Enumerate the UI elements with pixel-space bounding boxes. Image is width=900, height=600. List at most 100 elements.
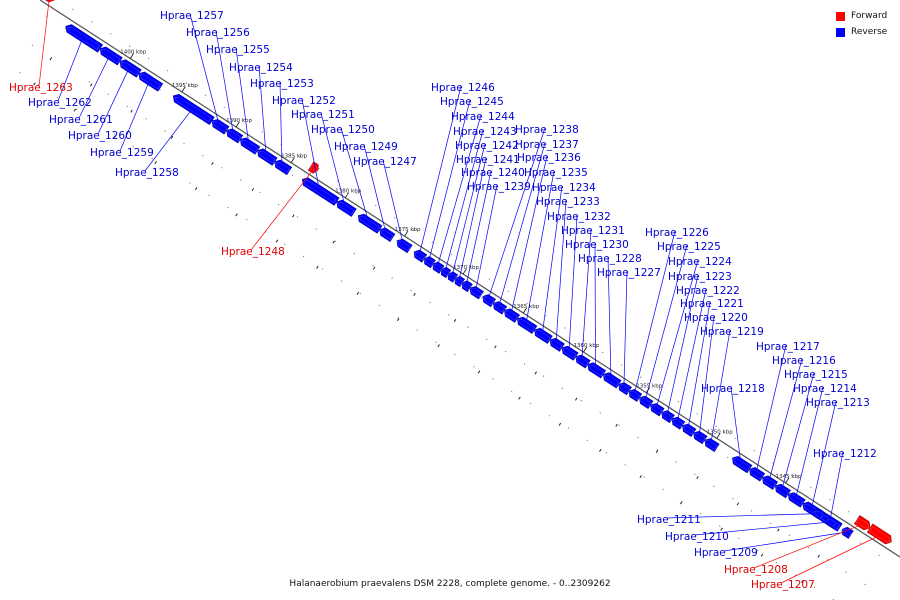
gene-highlight bbox=[588, 364, 604, 377]
gene-label: Hprae_1211 bbox=[637, 514, 701, 526]
label-leader bbox=[568, 214, 578, 353]
guide-dash bbox=[655, 449, 659, 453]
label-leader bbox=[811, 400, 837, 510]
guide-dot bbox=[829, 499, 831, 501]
guide-dot bbox=[757, 550, 759, 552]
label-leader bbox=[555, 199, 567, 344]
gene-highlight bbox=[788, 494, 804, 506]
guide-dot bbox=[242, 119, 244, 121]
guide-dot bbox=[772, 462, 774, 464]
label-leader bbox=[301, 98, 320, 191]
label-leader bbox=[418, 85, 462, 256]
guide-dash bbox=[33, 82, 36, 86]
forward-swatch bbox=[836, 11, 845, 21]
guide-dash bbox=[558, 422, 562, 426]
guide-dot bbox=[223, 106, 225, 109]
guide-dot bbox=[719, 525, 721, 527]
gene-feature bbox=[274, 159, 293, 176]
gene-label: Hprae_1221 bbox=[680, 298, 744, 310]
gene-feature bbox=[226, 128, 244, 144]
label-leader bbox=[279, 81, 283, 167]
guide-dash bbox=[679, 501, 683, 505]
gene-label: Hprae_1255 bbox=[206, 44, 270, 56]
guide-dot bbox=[164, 130, 166, 132]
guide-dot bbox=[303, 255, 305, 258]
gene-highlight bbox=[517, 319, 536, 332]
gene-label: Hprae_1248 bbox=[221, 246, 285, 258]
label-leader bbox=[623, 270, 628, 388]
gene-label: Hprae_1215 bbox=[784, 369, 848, 381]
guide-dot bbox=[334, 240, 336, 242]
gene-label: Hprae_1223 bbox=[668, 271, 732, 283]
label-leader bbox=[768, 358, 803, 482]
gene-label: Hprae_1216 bbox=[772, 355, 836, 367]
label-leader bbox=[753, 523, 864, 569]
gene-label: Hprae_1233 bbox=[536, 196, 600, 208]
gene-highlight bbox=[749, 469, 764, 480]
guide-dot bbox=[542, 375, 545, 377]
guide-dot bbox=[602, 351, 604, 354]
gene-label: Hprae_1259 bbox=[90, 147, 154, 159]
gene-label: Hprae_1232 bbox=[547, 211, 611, 223]
gene-highlight bbox=[303, 180, 337, 203]
guide-dot bbox=[810, 486, 812, 488]
guide-dot bbox=[548, 415, 551, 417]
guide-dash bbox=[477, 370, 481, 374]
gene-highlight bbox=[100, 49, 121, 64]
guide-dot bbox=[448, 314, 450, 316]
guide-dot bbox=[416, 329, 418, 331]
guide-dash bbox=[534, 371, 538, 375]
guide-dot bbox=[145, 118, 147, 120]
guide-dash bbox=[396, 318, 400, 322]
gene-label: Hprae_1230 bbox=[565, 239, 629, 251]
tick-label: 1360 kbp bbox=[574, 343, 600, 349]
gene-feature bbox=[461, 280, 473, 293]
gene-feature bbox=[302, 177, 340, 206]
guide-dot bbox=[662, 488, 664, 490]
gene-highlight bbox=[120, 61, 140, 76]
gene-label: Hprae_1244 bbox=[451, 111, 515, 123]
tick-label: 1390 kbp bbox=[226, 118, 252, 124]
label-leader bbox=[189, 13, 220, 126]
guide-dash bbox=[413, 292, 416, 296]
gene-feature bbox=[413, 249, 428, 263]
gene-highlight bbox=[257, 151, 276, 164]
label-leader bbox=[340, 127, 370, 223]
gene-label: Hprae_1250 bbox=[311, 124, 375, 136]
guide-dot bbox=[375, 204, 377, 207]
guide-dot bbox=[208, 194, 210, 196]
guide-dot bbox=[753, 450, 755, 452]
guide-dot bbox=[19, 72, 21, 74]
guide-dot bbox=[656, 449, 658, 451]
guide-dot bbox=[675, 461, 677, 463]
label-leader bbox=[320, 112, 346, 208]
guide-dash bbox=[154, 160, 157, 165]
guide-dot bbox=[599, 412, 601, 414]
guide-dot bbox=[505, 351, 507, 353]
gene-label: Hprae_1237 bbox=[515, 139, 579, 151]
guide-dot bbox=[813, 586, 816, 589]
guide-dot bbox=[696, 413, 698, 415]
gene-feature bbox=[396, 238, 413, 254]
tick-mark bbox=[181, 86, 186, 93]
guide-dot bbox=[567, 427, 570, 429]
guide-dot bbox=[486, 338, 488, 340]
gene-highlight bbox=[534, 330, 551, 342]
guide-dot bbox=[75, 108, 78, 110]
gene-label: Hprae_1228 bbox=[578, 253, 642, 265]
guide-dot bbox=[859, 542, 861, 544]
gene-label: Hprae_1252 bbox=[272, 95, 336, 107]
gene-highlight bbox=[274, 162, 290, 173]
label-leader bbox=[451, 143, 486, 277]
label-leader bbox=[38, 0, 50, 87]
gene-feature bbox=[628, 389, 643, 402]
gene-label: Hprae_1262 bbox=[28, 97, 92, 109]
guide-dot bbox=[340, 280, 342, 282]
guide-dot bbox=[259, 191, 261, 193]
guide-dot bbox=[564, 327, 566, 329]
gene-label: Hprae_1218 bbox=[701, 383, 765, 395]
label-leader bbox=[781, 372, 815, 490]
gene-highlight bbox=[358, 216, 380, 232]
label-leader bbox=[655, 259, 699, 409]
gene-feature bbox=[424, 256, 436, 269]
